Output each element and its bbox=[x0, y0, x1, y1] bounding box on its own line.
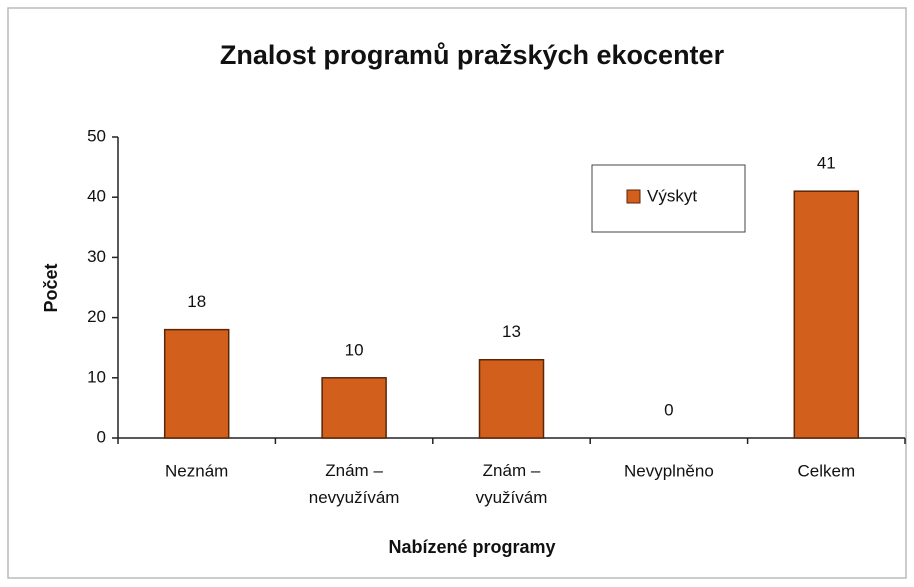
legend-box bbox=[591, 164, 746, 233]
x-tick-label: Neznám bbox=[165, 461, 228, 480]
x-tick-label: Znám – nevyužívám bbox=[309, 461, 400, 507]
legend-swatch bbox=[626, 189, 641, 204]
legend-label: Výskyt bbox=[647, 186, 697, 205]
x-tick-label-line: Znám – bbox=[325, 461, 383, 480]
y-tick-label: 10 bbox=[87, 367, 106, 386]
x-tick-label: Znám – využívám bbox=[476, 461, 548, 507]
value-label: 10 bbox=[345, 340, 364, 359]
value-label: 0 bbox=[664, 400, 673, 419]
y-tick-label: 50 bbox=[87, 126, 106, 145]
legend: Výskyt bbox=[591, 164, 746, 233]
x-tick-label: Celkem bbox=[797, 461, 855, 480]
y-tick-label: 40 bbox=[87, 187, 106, 206]
y-axis-title: Počet bbox=[41, 263, 61, 312]
chart-frame bbox=[7, 7, 907, 579]
chart-title: Znalost programů pražských ekocenter bbox=[220, 40, 725, 70]
bar bbox=[793, 190, 860, 439]
value-label: 18 bbox=[187, 292, 206, 311]
y-tick-label: 0 bbox=[97, 427, 106, 446]
value-label: 13 bbox=[502, 322, 521, 341]
y-tick-label: 30 bbox=[87, 247, 106, 266]
x-axis-title: Nabízené programy bbox=[388, 537, 555, 557]
value-label: 41 bbox=[817, 154, 836, 173]
bar bbox=[163, 328, 230, 439]
x-tick-label-line: Znám – bbox=[483, 461, 541, 480]
x-tick-label-line: využívám bbox=[476, 488, 548, 507]
y-tick-label: 20 bbox=[87, 307, 106, 326]
x-tick-label-line: nevyužívám bbox=[309, 488, 400, 507]
bar bbox=[478, 358, 545, 439]
bar bbox=[321, 377, 387, 439]
x-tick-label: Nevyplněno bbox=[624, 461, 714, 480]
